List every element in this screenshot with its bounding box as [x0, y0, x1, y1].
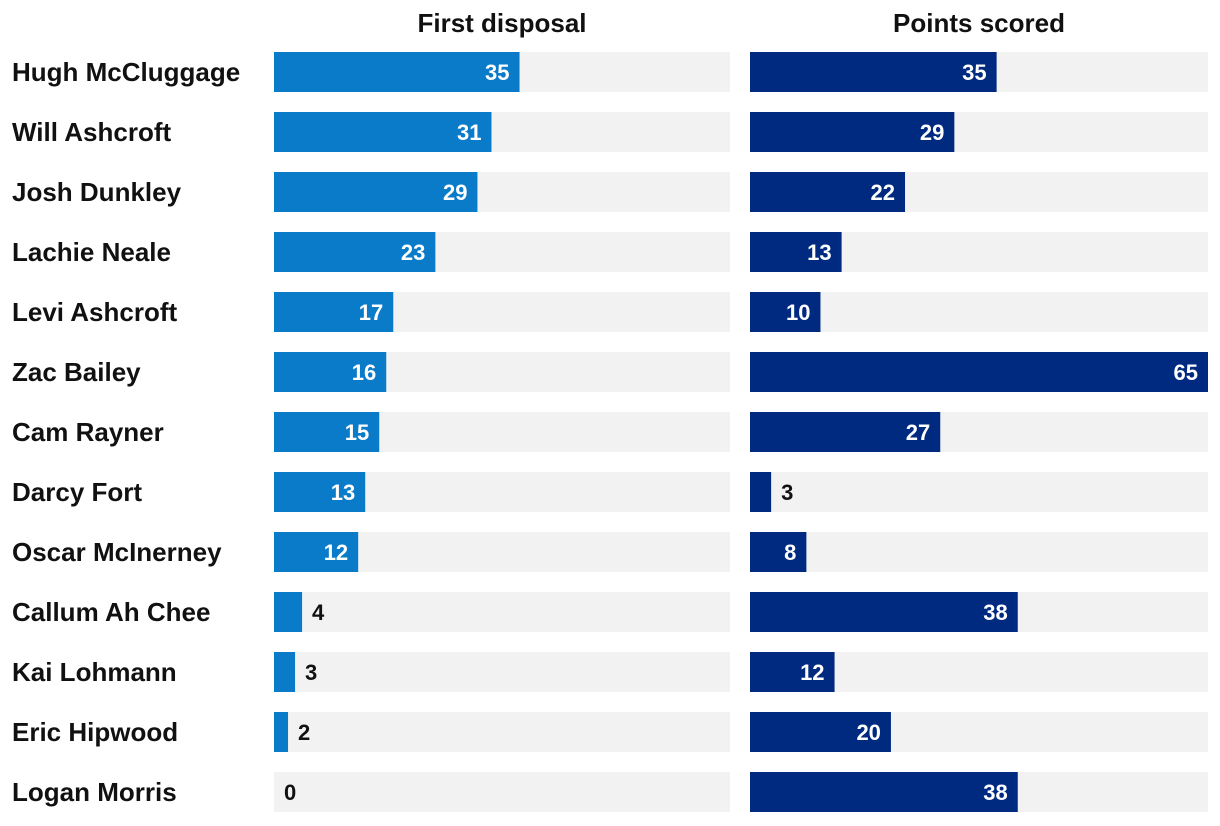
player-label: Eric Hipwood — [12, 717, 178, 747]
bar-first-disposal — [274, 112, 492, 152]
data-label: 15 — [345, 420, 369, 445]
bar-track — [750, 532, 1208, 572]
player-label: Callum Ah Chee — [12, 597, 210, 627]
player-label: Darcy Fort — [12, 477, 142, 507]
data-label: 38 — [983, 780, 1007, 805]
data-label: 13 — [807, 240, 831, 265]
bar-track — [274, 772, 730, 812]
bar-first-disposal — [274, 592, 303, 632]
data-label: 3 — [305, 660, 317, 685]
data-label: 12 — [800, 660, 824, 685]
bar-points-scored — [750, 112, 955, 152]
bar-points-scored — [750, 412, 941, 452]
data-label: 10 — [786, 300, 810, 325]
chart-rows: Hugh McCluggage 35 35 Will Ashcroft 31 29 Josh… — [12, 52, 1208, 812]
player-label: Cam Rayner — [12, 417, 164, 447]
player-label: Oscar McInerney — [12, 537, 222, 567]
player-label: Logan Morris — [12, 777, 177, 807]
bar-first-disposal — [274, 652, 296, 692]
bar-track — [274, 592, 730, 632]
data-label: 29 — [443, 180, 467, 205]
bar-points-scored — [750, 292, 821, 332]
bar-first-disposal — [274, 472, 366, 512]
bar-points-scored — [750, 52, 997, 92]
data-label: 22 — [871, 180, 895, 205]
player-label: Hugh McCluggage — [12, 57, 240, 87]
player-label: Zac Bailey — [12, 357, 141, 387]
bar-track — [750, 292, 1208, 332]
data-label: 17 — [359, 300, 383, 325]
data-label: 13 — [331, 480, 355, 505]
data-label: 0 — [284, 780, 296, 805]
bar-first-disposal — [274, 232, 436, 272]
data-label: 38 — [983, 600, 1007, 625]
player-label: Lachie Neale — [12, 237, 171, 267]
data-label: 3 — [781, 480, 793, 505]
bar-points-scored — [750, 712, 891, 752]
data-label: 8 — [784, 540, 796, 565]
data-label: 23 — [401, 240, 425, 265]
bar-points-scored — [750, 172, 906, 212]
player-label: Josh Dunkley — [12, 177, 182, 207]
panel-title-first-disposal: First disposal — [417, 8, 586, 38]
bar-first-disposal — [274, 172, 478, 212]
data-label: 16 — [352, 360, 376, 385]
data-label: 29 — [920, 120, 944, 145]
panel-title-points-scored: Points scored — [893, 8, 1065, 38]
data-label: 35 — [485, 60, 509, 85]
data-label: 31 — [457, 120, 481, 145]
data-label: 20 — [856, 720, 880, 745]
data-label: 12 — [324, 540, 348, 565]
data-label: 4 — [312, 600, 325, 625]
bar-points-scored — [750, 472, 772, 512]
bar-track — [274, 652, 730, 692]
bar-first-disposal — [274, 712, 289, 752]
player-label: Will Ashcroft — [12, 117, 171, 147]
data-label: 65 — [1174, 360, 1198, 385]
bar-first-disposal — [274, 292, 394, 332]
bar-track — [750, 472, 1208, 512]
bar-first-disposal — [274, 532, 359, 572]
bar-points-scored — [750, 772, 1018, 812]
data-label: 2 — [298, 720, 310, 745]
bar-points-scored — [750, 232, 842, 272]
bar-points-scored — [750, 352, 1208, 392]
bar-first-disposal — [274, 52, 520, 92]
bar-first-disposal — [274, 352, 387, 392]
data-label: 35 — [962, 60, 986, 85]
player-label: Kai Lohmann — [12, 657, 177, 687]
bar-points-scored — [750, 532, 807, 572]
bar-points-scored — [750, 592, 1018, 632]
bar-points-scored — [750, 652, 835, 692]
bar-first-disposal — [274, 412, 380, 452]
bar-track — [274, 712, 730, 752]
data-label: 27 — [906, 420, 930, 445]
player-label: Levi Ashcroft — [12, 297, 178, 327]
